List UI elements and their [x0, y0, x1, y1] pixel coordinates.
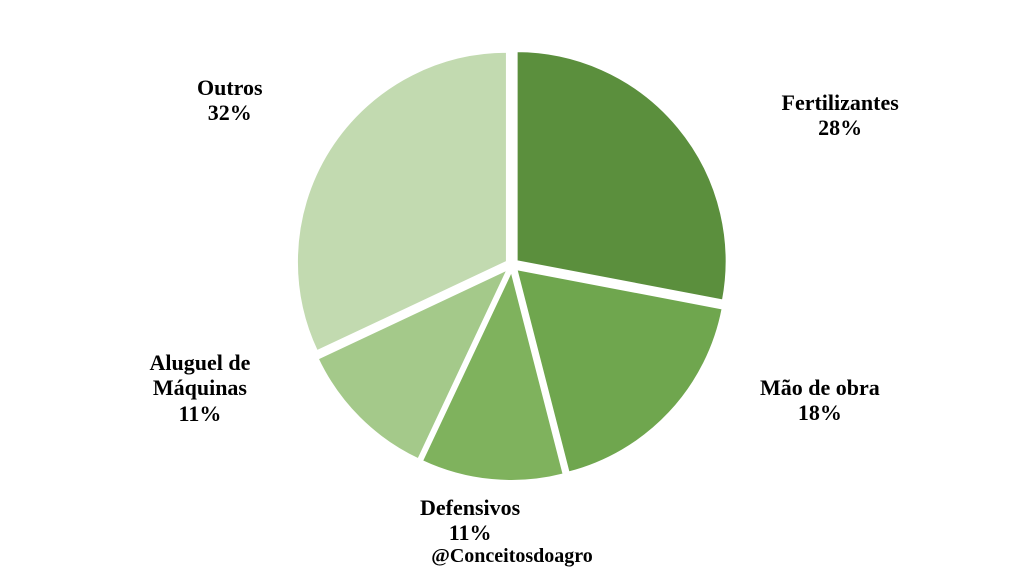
- pie-chart-svg: [0, 0, 1024, 577]
- chart-footer-credit: @Conceitosdoagro: [0, 545, 1024, 568]
- pie-slice-label: Fertilizantes28%: [782, 90, 899, 141]
- pie-slice-label: Aluguel deMáquinas11%: [150, 350, 251, 426]
- pie-slice-label: Outros32%: [197, 75, 263, 126]
- pie-chart-container: Fertilizantes28% Mão de obra18% Defensivos…: [0, 0, 1024, 577]
- pie-slice-label: Defensivos11%: [420, 495, 520, 546]
- pie-slice-label: Mão de obra18%: [760, 375, 880, 426]
- pie-slice: [517, 51, 727, 300]
